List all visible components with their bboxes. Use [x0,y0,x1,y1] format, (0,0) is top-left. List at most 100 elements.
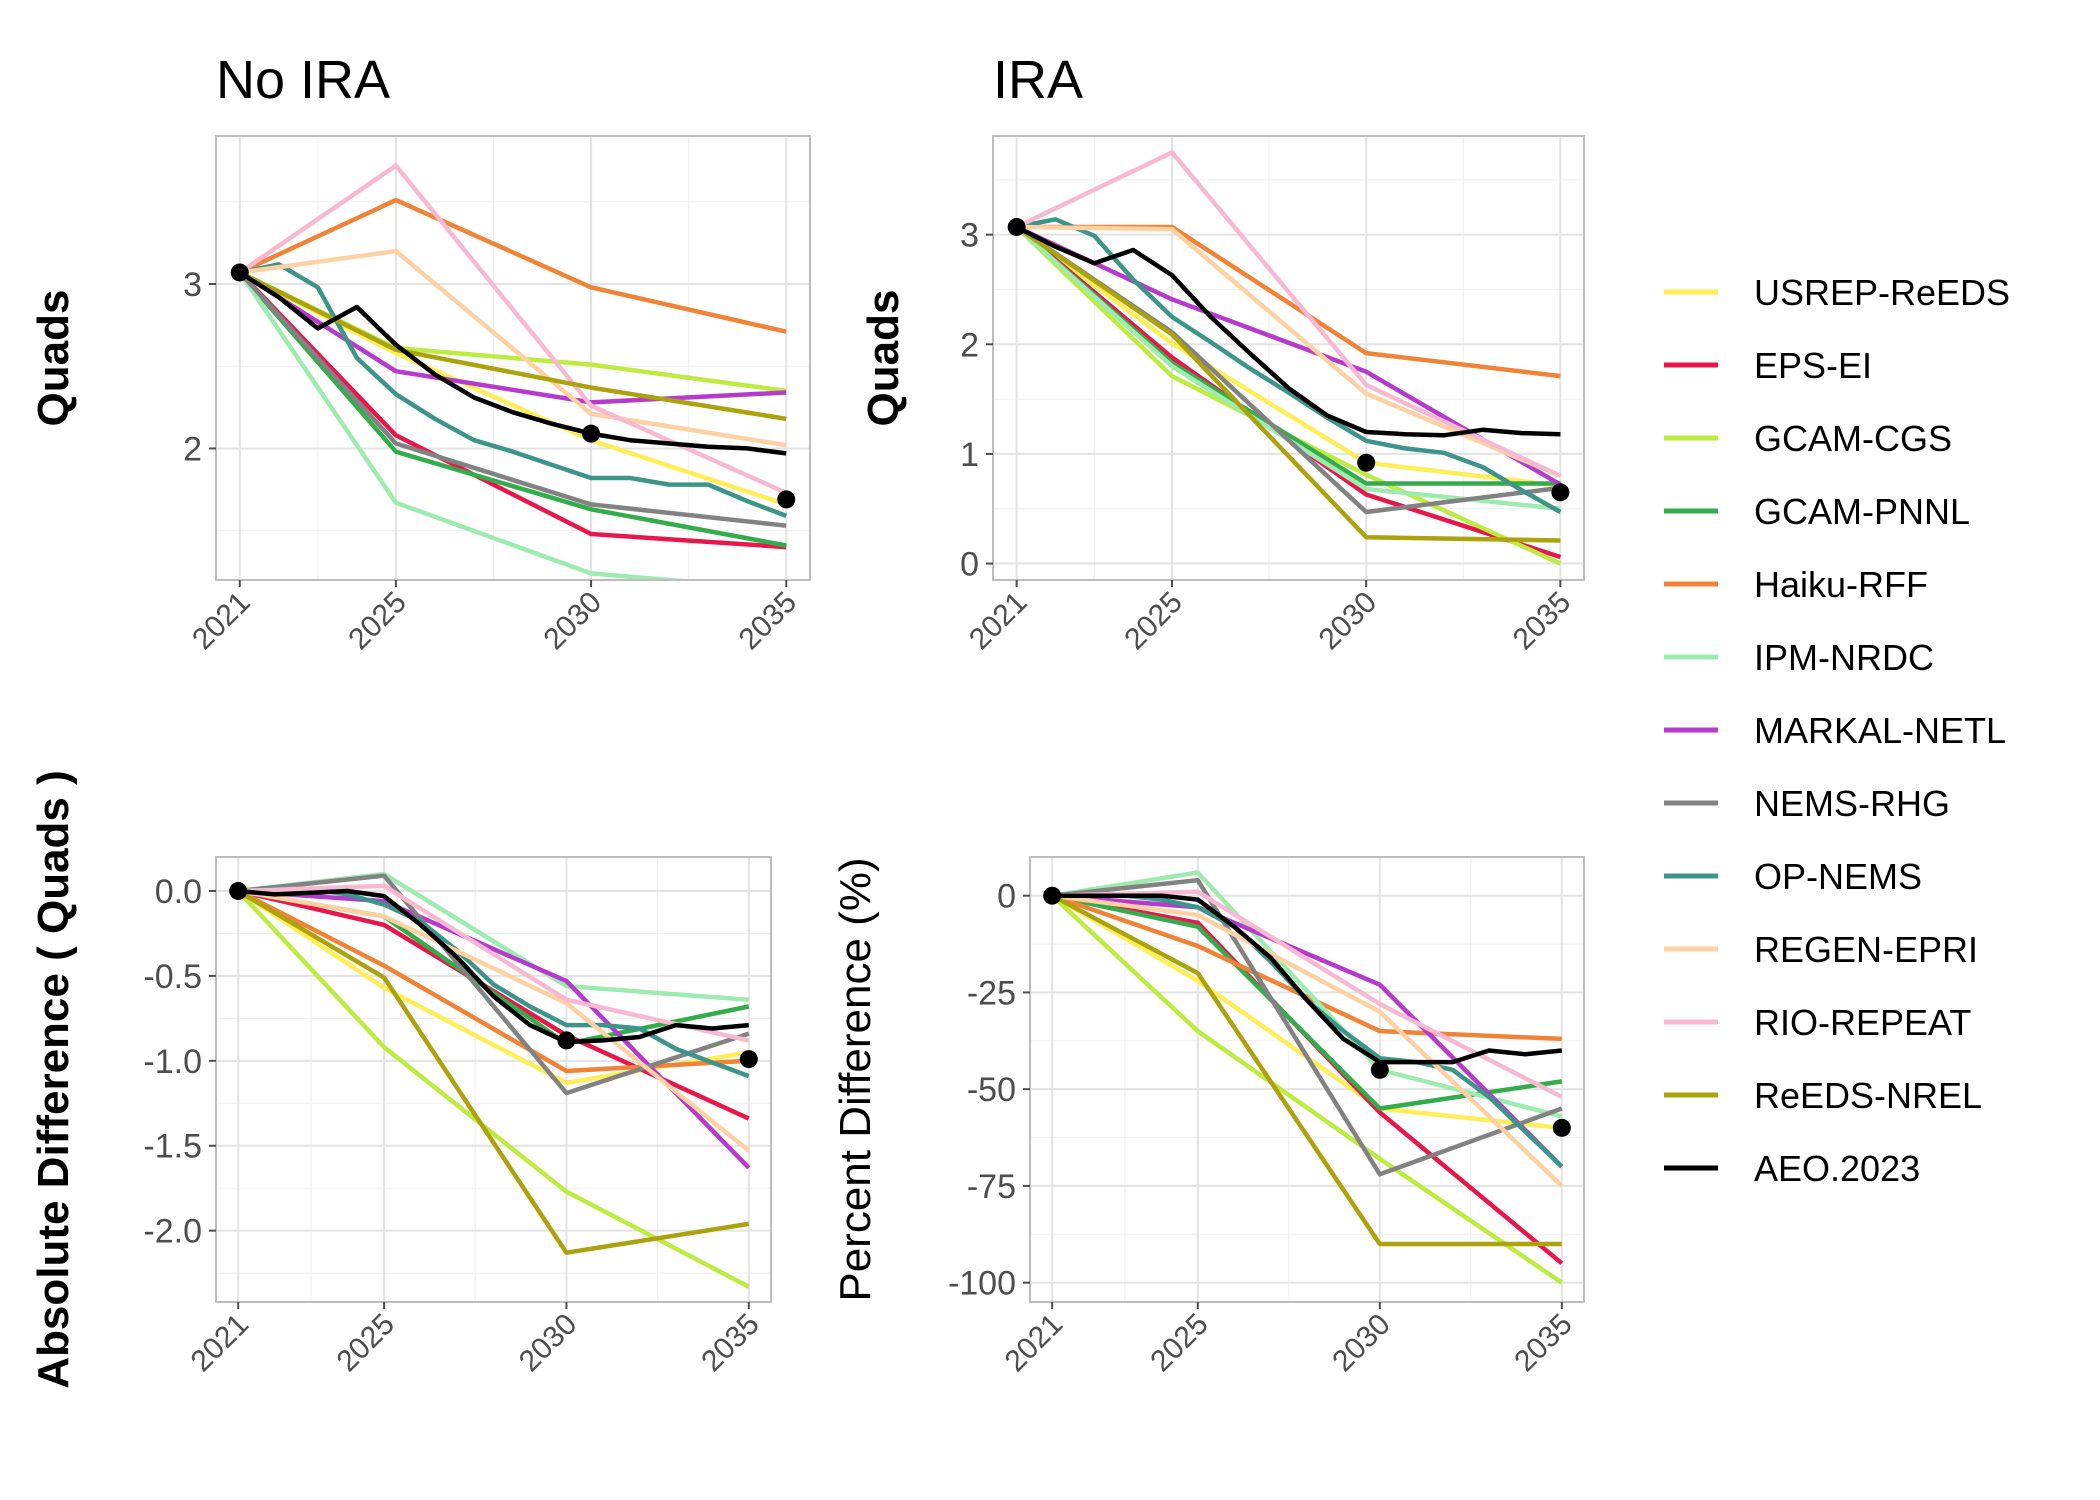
series-line-nems-rhg [1015,225,1561,515]
legend-label: EPS-EI [1754,345,1872,386]
x-tick-label: 2021 [963,586,1034,657]
y-tick-label: 1 [960,436,979,474]
legend-label: IPM-NRDC [1754,637,1934,678]
legend-label: AEO.2023 [1754,1148,1920,1189]
series-line-aeo-2023 [1052,893,1563,1065]
series-point-aeo-2023 [582,424,601,443]
series-line-eps-ei [1051,893,1564,1266]
series-line-gcam-pnnl [238,271,787,548]
legend-label: REGEN-EPRI [1754,929,1978,970]
y-tick-label: -0.5 [143,958,202,996]
x-tick-label: 2035 [733,586,804,657]
plot-frame [215,856,772,1303]
series-line-reeds-nrel [1015,225,1561,543]
legend-label: RIO-REPEAT [1754,1002,1971,1043]
legend-item-markal-netl: MARKAL-NETL [1664,710,2006,751]
y-tick-label: 3 [183,266,202,304]
legend-label: Haiku-RFF [1754,564,1928,605]
y-tick-label: -1.0 [143,1043,202,1081]
legend-item-regen-epri: REGEN-EPRI [1664,929,1978,970]
series-point-aeo-2023 [1370,1060,1389,1079]
legend-item-usrep-reeds: USREP-ReEDS [1664,272,2010,313]
series-line-regen-epri [1051,893,1564,1188]
series-line-regen-epri [237,888,751,1153]
series-group [1015,150,1562,566]
series-line-nems-rhg [237,873,750,1096]
series-line-rio-repeat [1015,150,1562,478]
y-tick-label: -75 [967,1168,1016,1206]
series-line-nems-rhg [1051,877,1563,1177]
legend-label: MARKAL-NETL [1754,710,2006,751]
x-tick-label: 2030 [513,1308,584,1379]
legend-label: ReEDS-NREL [1754,1075,1982,1116]
legend-item-ipm-nrdc: IPM-NRDC [1664,637,1934,678]
series-line-aeo-2023 [238,270,787,456]
series-line-regen-epri [239,248,787,448]
legend-label: NEMS-RHG [1754,783,1950,824]
series-line-rio-repeat [238,883,750,1043]
legend-item-aeo-2023: AEO.2023 [1664,1148,1920,1189]
y-tick-label: -1.5 [143,1128,202,1166]
y-axis-title: Quads [859,290,908,427]
series-point-aeo-2023 [1551,483,1570,502]
series-line-aeo-2023 [1015,224,1561,438]
series-line-gcam-cgs [1015,225,1562,566]
legend-item-gcam-pnnl: GCAM-PNNL [1664,491,1970,532]
y-tick-label: 2 [183,430,202,468]
x-tick-label: 2035 [695,1308,766,1379]
panel-title: IRA [993,50,1083,110]
y-tick-label: -2.0 [143,1213,202,1251]
y-tick-label: -25 [967,974,1016,1012]
series-line-op-nems [238,887,750,1079]
series-group [237,163,788,580]
series-point-aeo-2023 [229,881,248,900]
y-tick-label: 2 [960,326,979,364]
y-tick-label: 0.0 [155,873,202,911]
series-point-aeo-2023 [739,1050,758,1069]
legend-label: USREP-ReEDS [1754,272,2010,313]
legend-label: GCAM-CGS [1754,418,1952,459]
panel-1: 2 3 2021 2025 2030 2035 No IRA Quads [29,50,811,657]
x-tick-label: 2035 [1507,586,1578,657]
x-tick-label: 2030 [1326,1308,1397,1379]
series-group [236,871,751,1289]
legend-item-rio-repeat: RIO-REPEAT [1664,1002,1971,1043]
legend-item-gcam-cgs: GCAM-CGS [1664,418,1952,459]
x-tick-label: 2030 [537,586,608,657]
series-line-op-nems [239,262,787,519]
legend-item-reeds-nrel: ReEDS-NREL [1664,1075,1982,1116]
series-line-rio-repeat [238,163,788,495]
series-point-aeo-2023 [777,490,796,509]
legend-item-haiku-rff: Haiku-RFF [1664,564,1928,605]
series-line-ipm-nrdc [1051,870,1563,1119]
x-tick-label: 2021 [186,586,257,657]
legend-item-eps-ei: EPS-EI [1664,345,1872,386]
series-line-aeo-2023 [237,888,750,1045]
x-tick-label: 2030 [1313,586,1384,657]
series-line-haiku-rff [237,888,749,1074]
panel-4: 0 -25 -50 -75 -100 2021 2025 2030 2035 Percent Di… [831,856,1585,1379]
x-tick-label: 2025 [331,1308,402,1379]
legend-label: GCAM-PNNL [1754,491,1970,532]
series-point-aeo-2023 [230,263,249,282]
series-line-markal-netl [238,270,787,405]
panel-3: 0.0 -0.5 -1.0 -1.5 -2.0 2021 2025 2030 2035 Absol… [29,770,772,1389]
plot-frame [992,135,1585,581]
y-tick-label: 3 [960,217,979,255]
series-line-op-nems [1016,217,1562,514]
legend: USREP-ReEDS EPS-EI GCAM-CGS GCAM-PNNL Haiku-… [1664,272,2010,1189]
series-line-eps-ei [238,270,787,550]
series-line-reeds-nrel [1051,893,1562,1247]
series-point-aeo-2023 [557,1031,576,1050]
legend-item-op-nems: OP-NEMS [1664,856,1922,897]
series-line-reeds-nrel [237,889,750,1255]
x-tick-label: 2025 [1118,586,1189,657]
series-group [1050,870,1564,1285]
y-axis-title: Absolute Difference ( Quads ) [29,770,78,1389]
series-line-haiku-rff [1051,893,1562,1042]
x-tick-label: 2021 [999,1308,1070,1379]
series-line-ipm-nrdc [237,271,696,580]
x-tick-label: 2025 [1144,1308,1215,1379]
series-line-nems-rhg [238,270,787,528]
y-tick-label: 0 [960,546,979,584]
